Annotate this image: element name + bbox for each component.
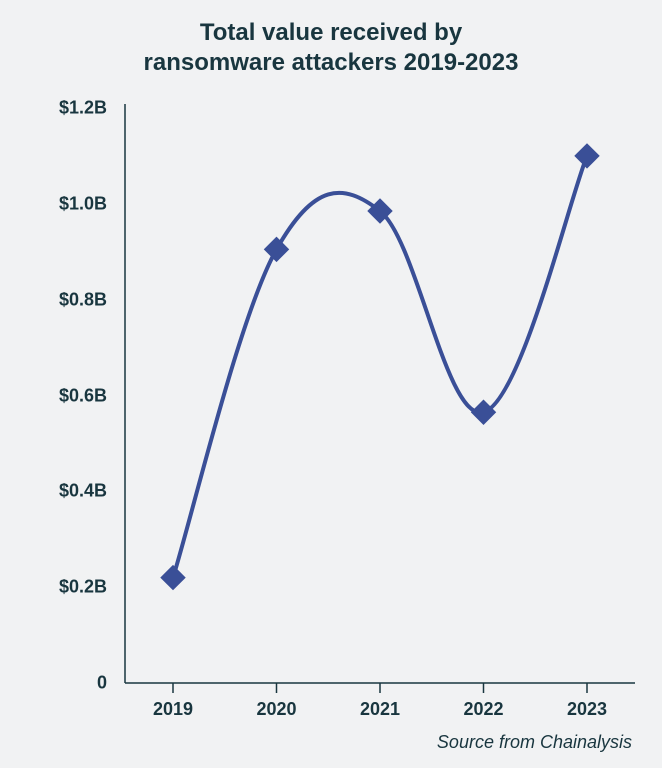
x-axis-tick-label: 2019 bbox=[153, 699, 193, 720]
x-axis-tick-label: 2021 bbox=[360, 699, 400, 720]
x-axis-tick-label: 2022 bbox=[463, 699, 503, 720]
ransomware-chart: Total value received by ransomware attac… bbox=[0, 0, 662, 768]
y-axis-tick-label: 0 bbox=[0, 673, 107, 694]
y-axis-tick-label: $1.2B bbox=[0, 98, 107, 119]
y-axis-tick-label: $0.8B bbox=[0, 289, 107, 310]
y-axis-tick-label: $0.6B bbox=[0, 385, 107, 406]
y-axis-tick-label: $0.4B bbox=[0, 481, 107, 502]
x-axis-tick-label: 2020 bbox=[256, 699, 296, 720]
x-axis-tick-label: 2023 bbox=[567, 699, 607, 720]
y-axis-tick-label: $1.0B bbox=[0, 193, 107, 214]
y-axis-tick-label: $0.2B bbox=[0, 577, 107, 598]
chart-source: Source from Chainalysis bbox=[437, 732, 632, 753]
